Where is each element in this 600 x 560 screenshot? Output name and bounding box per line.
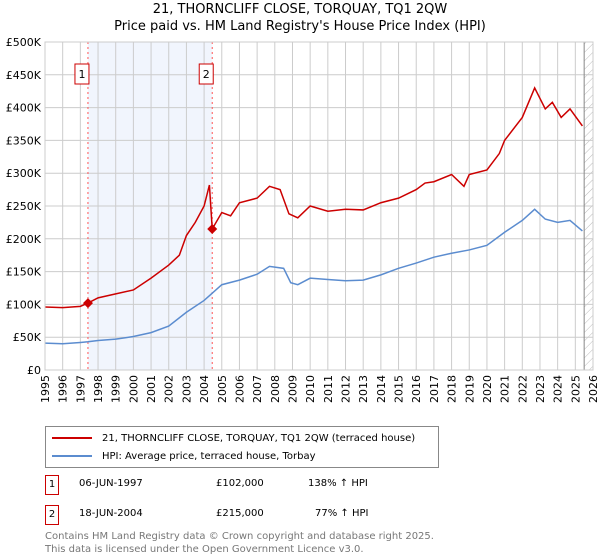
x-tick-label: 2009 bbox=[286, 375, 299, 403]
x-tick-label: 2021 bbox=[499, 375, 512, 403]
x-tick-label: 1995 bbox=[39, 375, 52, 403]
x-tick-label: 1998 bbox=[92, 375, 105, 403]
footer-licence: This data is licensed under the Open Gov… bbox=[45, 544, 364, 555]
x-tick-label: 2020 bbox=[481, 375, 494, 403]
legend: 21, THORNCLIFF CLOSE, TORQUAY, TQ1 2QW (… bbox=[45, 426, 439, 468]
sale-marker: 2 bbox=[45, 505, 59, 525]
y-tick-label: £250K bbox=[6, 200, 42, 213]
sale-date: 06-JUN-1997 bbox=[79, 478, 143, 489]
x-tick-label: 2012 bbox=[340, 375, 353, 403]
x-tick-label: 1997 bbox=[74, 375, 87, 403]
sale-label-box bbox=[198, 63, 214, 85]
sale-point bbox=[82, 298, 93, 309]
x-tick-label: 2018 bbox=[446, 375, 459, 403]
legend-series1: 21, THORNCLIFF CLOSE, TORQUAY, TQ1 2QW (… bbox=[102, 432, 416, 444]
y-tick-label: £200K bbox=[6, 233, 42, 246]
x-tick-label: 2008 bbox=[269, 375, 282, 403]
x-tick-label: 2024 bbox=[552, 375, 565, 403]
sale-marker: 1 bbox=[45, 475, 59, 495]
x-tick-label: 2023 bbox=[534, 375, 547, 403]
x-tick-label: 2025 bbox=[569, 375, 582, 403]
y-tick-label: £350K bbox=[6, 134, 42, 147]
chart-title: 21, THORNCLIFF CLOSE, TORQUAY, TQ1 2QW bbox=[152, 2, 448, 17]
x-tick-label: 2026 bbox=[587, 375, 600, 403]
series-line bbox=[44, 208, 583, 345]
y-tick-label: £400K bbox=[6, 102, 42, 115]
sale-price: £215,000 bbox=[216, 508, 264, 519]
y-tick-label: £50K bbox=[13, 331, 42, 344]
x-tick-label: 2007 bbox=[251, 375, 264, 403]
plot-frame bbox=[44, 41, 594, 371]
x-tick-label: 2014 bbox=[375, 375, 388, 403]
sale-hpi: 77% ↑ HPI bbox=[315, 508, 369, 519]
x-tick-label: 2003 bbox=[180, 375, 193, 403]
footer-copyright: Contains HM Land Registry data © Crown c… bbox=[45, 531, 434, 542]
series-line bbox=[44, 86, 584, 309]
x-tick-label: 1996 bbox=[57, 375, 70, 403]
x-tick-label: 1999 bbox=[110, 375, 123, 403]
sale-label: 1 bbox=[78, 68, 85, 81]
x-tick-label: 2006 bbox=[233, 375, 246, 403]
x-tick-label: 2019 bbox=[463, 375, 476, 403]
sale-label-box bbox=[74, 63, 90, 85]
price-chart: 1995 1996 1997 1998 1999 2000 2001 2002 2003 2004… bbox=[6, 36, 600, 403]
y-tick-label: £450K bbox=[6, 69, 42, 82]
sale-point bbox=[207, 223, 218, 234]
x-tick-label: 2004 bbox=[198, 375, 211, 403]
sale-label: 2 bbox=[203, 68, 210, 81]
y-tick-label: £0 bbox=[27, 364, 41, 377]
x-tick-label: 2010 bbox=[304, 375, 317, 403]
x-tick-label: 2005 bbox=[216, 375, 229, 403]
y-tick-label: £500K bbox=[6, 36, 42, 49]
legend-red-line bbox=[52, 437, 92, 439]
legend-blue-line bbox=[52, 455, 92, 457]
x-tick-label: 2002 bbox=[163, 375, 176, 403]
sale-date: 18-JUN-2004 bbox=[79, 508, 143, 519]
x-tick-label: 2013 bbox=[357, 375, 370, 403]
x-tick-label: 2016 bbox=[410, 375, 423, 403]
x-tick-label: 2000 bbox=[127, 375, 140, 403]
y-tick-label: £300K bbox=[6, 167, 42, 180]
y-tick-label: £150K bbox=[6, 266, 42, 279]
sale-hpi: 138% ↑ HPI bbox=[308, 478, 368, 489]
legend-series2: HPI: Average price, terraced house, Torb… bbox=[102, 450, 316, 462]
x-tick-label: 2022 bbox=[516, 375, 529, 403]
x-tick-label: 2015 bbox=[393, 375, 406, 403]
chart-subtitle: Price paid vs. HM Land Registry's House … bbox=[114, 19, 486, 34]
y-tick-label: £100K bbox=[6, 298, 42, 311]
sale-price: £102,000 bbox=[216, 478, 264, 489]
x-tick-label: 2011 bbox=[322, 375, 335, 403]
x-tick-label: 2001 bbox=[145, 375, 158, 403]
x-tick-label: 2017 bbox=[428, 375, 441, 403]
